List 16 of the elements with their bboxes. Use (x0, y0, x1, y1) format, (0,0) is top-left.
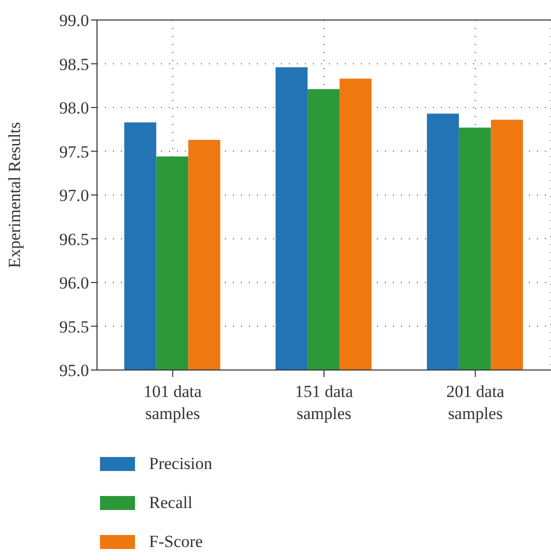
x-tick-label: 101 data samples (144, 382, 202, 423)
y-tick-label: 96.5 (59, 230, 89, 249)
legend-label: Precision (149, 454, 212, 474)
legend-label: F-Score (149, 532, 203, 552)
y-tick-label: 96.0 (59, 274, 89, 293)
y-tick-label: 97.5 (59, 142, 89, 162)
y-tick-label: 98.0 (59, 98, 89, 118)
y-tick-label: 98.5 (59, 54, 89, 74)
x-tick-label: 151 data samples (294, 382, 354, 423)
y-tick-label: 95.0 (59, 361, 89, 380)
y-tick-label: 97.0 (59, 186, 89, 206)
y-tick-label: 99.0 (59, 11, 89, 30)
x-tick-label: 201 data samples (446, 382, 505, 423)
y-axis-title: Experimental Results (5, 122, 24, 268)
y-tick-label: 95.5 (59, 317, 89, 336)
legend-label: Recall (149, 492, 192, 512)
